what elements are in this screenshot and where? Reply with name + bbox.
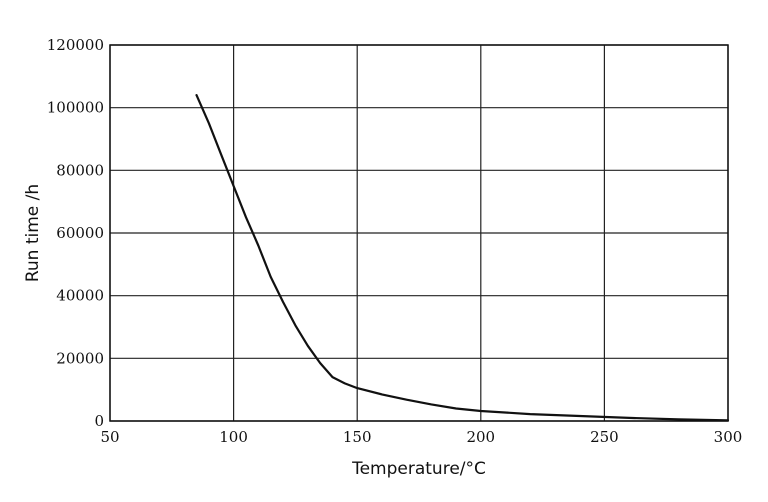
x-tick-label: 50 <box>100 428 119 446</box>
series-layer <box>195 94 730 422</box>
x-tick-label: 150 <box>343 428 372 446</box>
x-tick-label: 300 <box>714 428 743 446</box>
x-tick-labels: 50 100 150 200 250 300 <box>100 428 742 446</box>
y-tick-labels: 0 20000 40000 60000 80000 100000 120000 <box>47 36 104 430</box>
x-axis-title: Temperature/°C <box>351 459 486 479</box>
y-tick-label: 80000 <box>56 161 104 179</box>
grid-layer <box>109 44 729 422</box>
x-tick-label: 100 <box>219 428 248 446</box>
y-tick-label: 0 <box>94 412 104 430</box>
y-tick-label: 20000 <box>56 349 104 367</box>
plot-area-frame <box>109 44 729 422</box>
y-tick-label: 100000 <box>47 99 104 117</box>
x-tick-label: 200 <box>466 428 495 446</box>
y-tick-label: 40000 <box>56 287 104 305</box>
y-tick-label: 120000 <box>47 36 104 54</box>
y-axis-title: Run time /h <box>23 184 43 282</box>
y-tick-label: 60000 <box>56 224 104 242</box>
x-tick-label: 250 <box>590 428 619 446</box>
series-line <box>195 94 730 422</box>
